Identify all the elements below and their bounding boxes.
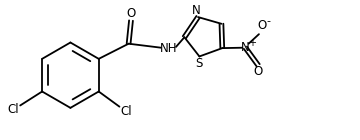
Text: N: N [192, 4, 201, 17]
Text: N: N [241, 41, 250, 54]
Text: O: O [257, 18, 267, 32]
Text: +: + [248, 38, 256, 48]
Text: O: O [253, 65, 263, 78]
Text: Cl: Cl [8, 103, 19, 116]
Text: -: - [267, 16, 271, 26]
Text: NH: NH [160, 42, 177, 55]
Text: O: O [126, 7, 136, 20]
Text: Cl: Cl [120, 105, 132, 118]
Text: S: S [196, 57, 203, 70]
